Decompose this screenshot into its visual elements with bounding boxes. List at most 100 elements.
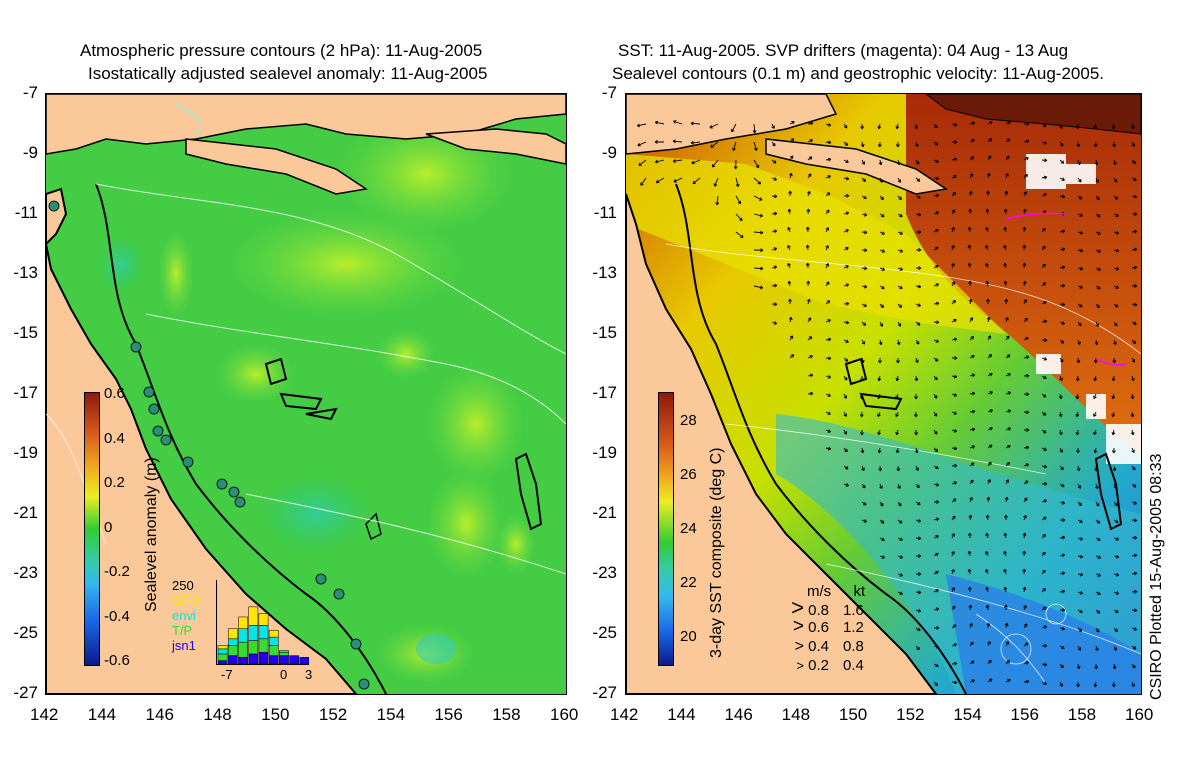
velocity-arrow xyxy=(805,244,810,251)
y-tick-label: -13 xyxy=(13,263,38,282)
velocity-arrow xyxy=(915,248,922,252)
velocity-arrow xyxy=(933,500,940,504)
sst-colorbar-label: 3-day SST composite (deg C) xyxy=(708,447,725,658)
velocity-arrow xyxy=(1095,591,1101,595)
velocity-arrow xyxy=(1023,121,1030,126)
velocity-arrow xyxy=(879,537,885,541)
velocity-arrow xyxy=(1005,678,1011,683)
velocity-arrow xyxy=(1077,590,1084,595)
velocity-arrow xyxy=(692,177,701,185)
geostrophic-velocity-arrows xyxy=(636,120,1138,688)
velocity-arrow xyxy=(1005,462,1010,467)
velocity-arrow xyxy=(1041,625,1048,629)
velocity-arrow xyxy=(969,660,975,665)
velocity-arrow xyxy=(1005,316,1009,323)
velocity-arrow xyxy=(1059,571,1066,576)
velocity-arrow xyxy=(914,393,918,400)
velocity-arrow xyxy=(951,624,957,629)
velocity-arrow xyxy=(879,303,885,308)
velocity-arrow xyxy=(825,175,831,179)
velocity-arrow xyxy=(951,643,957,647)
velocity-arrow xyxy=(787,280,792,287)
velocity-arrow xyxy=(915,518,922,523)
velocity-arrow xyxy=(1093,681,1098,688)
velocity-arrow xyxy=(897,177,901,183)
velocity-arrow xyxy=(1113,591,1120,595)
velocity-arrow xyxy=(1131,321,1137,325)
velocity-arrow xyxy=(861,177,867,182)
velocity-arrow xyxy=(1095,303,1100,309)
velocity-arrow xyxy=(1041,429,1047,434)
velocity-arrow xyxy=(915,230,922,235)
velocity-arrow xyxy=(969,623,973,629)
velocity-arrow xyxy=(788,172,793,179)
velocity-arrow xyxy=(877,393,881,400)
velocity-arrow xyxy=(1059,518,1066,523)
velocity-arrow xyxy=(1059,645,1065,650)
velocity-arrow xyxy=(933,193,940,198)
velocity-arrow xyxy=(825,192,831,197)
hist-ymax-label: 250 xyxy=(172,578,194,593)
velocity-arrow xyxy=(951,446,958,451)
sst-colorbar-tick: 20 xyxy=(680,628,697,645)
velocity-arrow xyxy=(673,120,683,125)
velocity-arrow xyxy=(735,231,744,239)
velocity-arrow xyxy=(915,608,922,613)
velocity-arrow xyxy=(1113,339,1117,346)
x-tick-label: 146 xyxy=(724,705,753,724)
histogram-bar-envi xyxy=(268,636,279,646)
y-tick-label: -27 xyxy=(592,683,617,702)
velocity-arrow xyxy=(1093,429,1097,436)
velocity-arrow xyxy=(1131,663,1136,669)
velocity-arrow xyxy=(1059,608,1066,612)
velocity-arrow xyxy=(933,320,940,325)
velocity-ms: 0.8 xyxy=(804,602,830,619)
velocity-arrow xyxy=(860,141,865,148)
velocity-arrow xyxy=(860,429,864,436)
velocity-arrow xyxy=(843,429,848,435)
drifter-track xyxy=(1005,212,1067,220)
velocity-arrow xyxy=(789,138,795,143)
plotted-timestamp-note: CSIRO Plotted 15-Aug-2005 08:33 xyxy=(1148,453,1165,700)
histogram-bar-envi xyxy=(227,638,238,646)
y-tick-label: -21 xyxy=(13,503,38,522)
velocity-arrow xyxy=(1023,355,1030,360)
velocity-arrow xyxy=(986,622,991,629)
velocity-arrow xyxy=(969,121,976,126)
velocity-arrow xyxy=(951,515,956,521)
velocity-arrow xyxy=(1005,138,1011,143)
velocity-arrow xyxy=(897,555,904,559)
velocity-arrow xyxy=(985,280,990,287)
velocity-arrow xyxy=(896,339,901,346)
velocity-arrow xyxy=(987,641,991,647)
velocity-arrow xyxy=(1093,447,1098,454)
velocity-arrow xyxy=(860,123,865,130)
velocity-arrow xyxy=(825,446,832,451)
velocity-arrow xyxy=(843,447,848,453)
velocity-arrow xyxy=(1003,550,1008,557)
velocity-arrow xyxy=(1131,194,1138,199)
velocity-arrow xyxy=(1113,321,1118,327)
drifter-track xyxy=(1095,358,1127,366)
velocity-ms: 0.4 xyxy=(804,638,830,655)
velocity-arrow xyxy=(861,212,868,217)
velocity-arrow xyxy=(825,429,831,433)
velocity-arrow xyxy=(1003,244,1007,251)
velocity-arrow xyxy=(709,123,719,129)
velocity-arrow xyxy=(1111,393,1116,400)
velocity-arrow xyxy=(788,316,793,323)
sealevel-anomaly-map xyxy=(45,93,567,695)
velocity-arrow xyxy=(1041,263,1046,269)
velocity-arrow xyxy=(1111,429,1116,436)
velocity-arrow xyxy=(1022,226,1027,233)
velocity-arrow xyxy=(933,375,938,381)
velocity-legend-row: > 0.6 1.2 xyxy=(782,617,864,636)
velocity-arrow xyxy=(879,195,884,201)
velocity-arrow xyxy=(1005,121,1011,125)
velocity-arrow xyxy=(805,226,810,233)
x-tick-label: 144 xyxy=(87,705,117,724)
x-tick-label: 152 xyxy=(318,705,348,724)
velocity-arrow xyxy=(654,159,665,164)
velocity-arrow xyxy=(1131,212,1138,216)
hist-xtick-0: 0 xyxy=(280,667,288,682)
